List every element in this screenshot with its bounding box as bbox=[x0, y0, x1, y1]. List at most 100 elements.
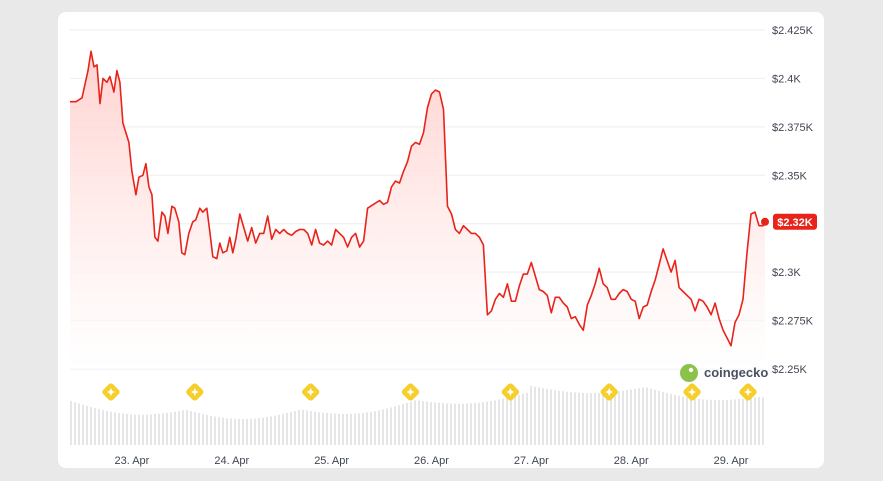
volume-bar bbox=[82, 404, 84, 445]
volume-bar bbox=[678, 395, 680, 445]
y-tick-label: $2.3K bbox=[772, 267, 801, 279]
volume-bar bbox=[714, 400, 716, 445]
volume-bar bbox=[602, 392, 604, 445]
volume-bar bbox=[522, 393, 524, 445]
volume-bar bbox=[578, 392, 580, 445]
volume-bar bbox=[122, 413, 124, 445]
volume-bar bbox=[298, 409, 300, 445]
volume-bar bbox=[582, 392, 584, 445]
volume-bar bbox=[242, 418, 244, 445]
volume-bar bbox=[598, 392, 600, 445]
volume-bar bbox=[494, 400, 496, 445]
volume-bar bbox=[290, 411, 292, 445]
volume-bar bbox=[454, 403, 456, 445]
volume-bar bbox=[334, 413, 336, 445]
volume-bar bbox=[762, 397, 764, 445]
volume-bar bbox=[554, 390, 556, 445]
volume-bar bbox=[418, 400, 420, 445]
volume-bar bbox=[174, 411, 176, 445]
chart-card: $2.425K $2.4K $2.375K $2.35K $2.3K $2.275K $2.… bbox=[58, 12, 824, 468]
volume-bar bbox=[138, 414, 140, 445]
price-chart: $2.425K $2.4K $2.375K $2.35K $2.3K $2.275K $2.… bbox=[70, 25, 817, 467]
volume-bar bbox=[338, 413, 340, 445]
volume-bar bbox=[70, 401, 72, 445]
volume-bar bbox=[286, 412, 288, 445]
volume-bar bbox=[406, 402, 408, 445]
volume-bar bbox=[126, 413, 128, 445]
volume-bar bbox=[218, 417, 220, 445]
volume-bar bbox=[662, 391, 664, 445]
coingecko-watermark: coingecko bbox=[680, 364, 768, 382]
x-tick-label: 28. Apr bbox=[614, 455, 649, 467]
volume-bar bbox=[466, 403, 468, 445]
y-axis: $2.425K $2.4K $2.375K $2.35K $2.3K $2.275K $2.… bbox=[772, 25, 814, 376]
volume-bar bbox=[410, 401, 412, 445]
volume-bar bbox=[390, 407, 392, 445]
volume-bar bbox=[182, 410, 184, 445]
volume-bar bbox=[366, 412, 368, 445]
volume-bar bbox=[382, 409, 384, 445]
volume-bar bbox=[738, 399, 740, 445]
volume-bar bbox=[314, 411, 316, 445]
event-star bbox=[106, 388, 115, 396]
event-star bbox=[406, 388, 415, 396]
volume-bar bbox=[78, 403, 80, 445]
y-tick-label: $2.25K bbox=[772, 364, 808, 376]
star-badge-icon bbox=[600, 383, 618, 401]
volume-bar bbox=[478, 402, 480, 445]
x-axis: 23. Apr 24. Apr 25. Apr 26. Apr 27. Apr 28. A… bbox=[114, 455, 748, 467]
volume-bar bbox=[558, 390, 560, 445]
volume-bar bbox=[342, 413, 344, 445]
star-badge-icon bbox=[739, 383, 757, 401]
volume-bar bbox=[114, 412, 116, 445]
volume-bar bbox=[626, 390, 628, 445]
price-area-fill bbox=[70, 51, 765, 370]
volume-bar bbox=[654, 389, 656, 445]
volume-bar bbox=[470, 403, 472, 445]
volume-bar bbox=[202, 414, 204, 445]
volume-bar bbox=[442, 403, 444, 445]
y-tick-label: $2.275K bbox=[772, 316, 814, 328]
event-star bbox=[605, 388, 614, 396]
star-badge-icon bbox=[186, 383, 204, 401]
volume-bar bbox=[190, 411, 192, 445]
volume-bar bbox=[426, 401, 428, 445]
volume-bar bbox=[746, 398, 748, 445]
volume-bar bbox=[322, 412, 324, 445]
volume-bar bbox=[254, 418, 256, 445]
y-tick-label: $2.35K bbox=[772, 170, 808, 182]
volume-bar bbox=[474, 403, 476, 445]
gecko-logo-icon bbox=[680, 364, 698, 382]
event-markers bbox=[102, 383, 757, 401]
x-tick-label: 29. Apr bbox=[714, 455, 749, 467]
y-tick-label: $2.425K bbox=[772, 25, 814, 37]
price-line-group bbox=[70, 50, 766, 347]
volume-bar bbox=[622, 390, 624, 445]
volume-bar bbox=[226, 418, 228, 445]
volume-bar bbox=[310, 411, 312, 445]
volume-bar bbox=[434, 402, 436, 445]
volume-bar bbox=[154, 414, 156, 445]
volume-bar bbox=[354, 413, 356, 445]
volume-bar bbox=[562, 391, 564, 445]
volume-bar bbox=[590, 393, 592, 445]
volume-bar bbox=[754, 397, 756, 445]
volume-bar bbox=[430, 402, 432, 445]
volume-bar bbox=[506, 397, 508, 445]
volume-bar bbox=[134, 414, 136, 445]
volume-bar bbox=[726, 399, 728, 445]
volume-bar bbox=[370, 411, 372, 445]
volume-bar bbox=[530, 385, 532, 445]
price-line bbox=[70, 50, 766, 347]
volume-bar bbox=[210, 415, 212, 445]
volume-bar bbox=[514, 395, 516, 445]
volume-bar bbox=[318, 412, 320, 445]
star-badge-icon bbox=[683, 383, 701, 401]
last-price-dot bbox=[761, 217, 769, 226]
volume-bar bbox=[206, 414, 208, 445]
volume-bar bbox=[194, 412, 196, 445]
x-tick-label: 24. Apr bbox=[214, 455, 249, 467]
volume-bar bbox=[650, 388, 652, 445]
volume-bar bbox=[258, 418, 260, 445]
volume-bar bbox=[722, 399, 724, 445]
